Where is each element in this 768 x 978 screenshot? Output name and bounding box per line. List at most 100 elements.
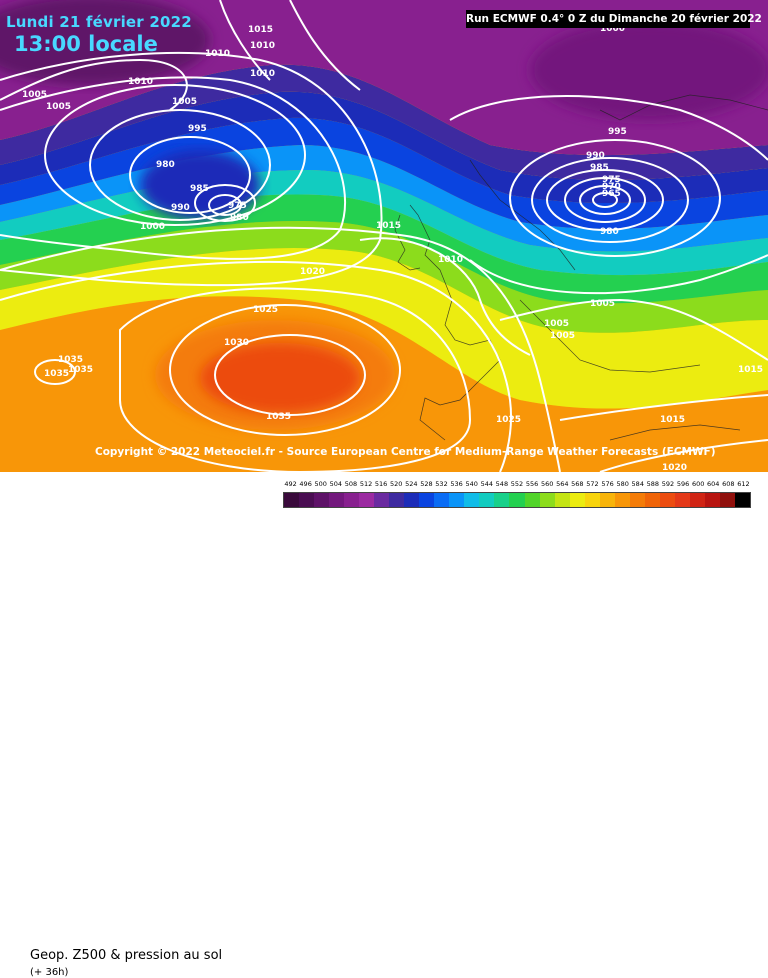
scale-tick-label: 556 — [525, 480, 539, 488]
isobar-label: 1000 — [600, 24, 625, 34]
model-run-label: Run ECMWF 0.4° 0 Z du Dimanche 20 févrie… — [466, 10, 762, 28]
isobar-atl-low-3 — [129, 136, 251, 214]
isobar-1015-east — [559, 394, 768, 421]
isobar-north-1010 — [219, 0, 271, 81]
isobar-label: 1010 — [128, 77, 153, 87]
scale-swatch — [299, 493, 315, 507]
scale-swatch — [644, 493, 660, 507]
isobar-label: 980 — [600, 227, 619, 237]
scale-tick-label: 560 — [540, 480, 554, 488]
scale-tick-label: 568 — [571, 480, 584, 488]
isobar-labels: 1015 1010 1010 1010 1010 1005 1005 1005 … — [22, 24, 763, 472]
scale-swatch — [464, 493, 480, 507]
scale-tick-label: 588 — [646, 480, 660, 488]
isobar-1010 — [359, 237, 531, 356]
scale-tick-label: 596 — [676, 480, 690, 488]
scale-tick-label: 572 — [586, 480, 599, 488]
scale-tick-label: 576 — [601, 480, 614, 488]
isobar-label: 980 — [230, 213, 249, 223]
warm-core-inner — [200, 343, 360, 413]
band-lightgreen — [0, 220, 768, 333]
isobar-label: 1005 — [172, 97, 197, 107]
isobar-label: 965 — [602, 189, 621, 199]
isobar-atl-low-4 — [89, 109, 271, 221]
scale-swatch — [569, 493, 585, 507]
isobar-label: 1010 — [250, 69, 275, 79]
isobar-label: 975 — [228, 201, 247, 211]
isobar-label: 1020 — [662, 463, 687, 472]
isobar-1020-east — [599, 439, 768, 472]
scale-tick-label: 600 — [691, 480, 705, 488]
scale-swatch — [284, 493, 300, 507]
scale-swatch — [419, 493, 435, 507]
band-yellow — [0, 248, 768, 409]
scale-swatch — [629, 493, 645, 507]
isobar-label: 970 — [602, 182, 621, 192]
forecast-local-time: 13:00 locale — [14, 32, 158, 56]
scale-swatch — [599, 493, 615, 507]
scale-tick-label: 548 — [495, 480, 509, 488]
scale-tick-label: 608 — [722, 480, 735, 488]
scale-swatch — [389, 493, 405, 507]
scale-tick-label: 564 — [556, 480, 569, 488]
isobar-1005 — [499, 298, 768, 361]
scale-swatch — [374, 493, 390, 507]
isobar-1020 — [0, 260, 512, 472]
isobar-label: 995 — [188, 124, 207, 134]
isobar-high-1035 — [214, 334, 366, 416]
scale-tick-label: 544 — [480, 480, 493, 488]
scale-swatch — [614, 493, 630, 507]
scale-swatch — [659, 493, 675, 507]
isobar-label: 1005 — [550, 331, 575, 341]
scale-swatch — [404, 493, 420, 507]
scale-tick-label: 532 — [435, 480, 448, 488]
isobar-atl-low-5 — [44, 84, 306, 226]
isobar-label: 980 — [156, 160, 175, 170]
isobar-label: 975 — [602, 175, 621, 185]
scale-tick-label: 500 — [314, 480, 327, 488]
scale-tick-label: 508 — [344, 480, 358, 488]
isobar-label: 1035 — [44, 369, 69, 379]
isobar-label: 1015 — [376, 221, 401, 231]
isobar-scan-low-4 — [546, 169, 664, 231]
isobar-atl-low-2 — [194, 184, 256, 222]
isobar-label: 1000 — [140, 222, 165, 232]
isobar-atl-low-7 — [0, 51, 383, 287]
isobar-north-1010b — [289, 0, 361, 91]
scale-swatch — [434, 493, 450, 507]
scale-swatch — [359, 493, 375, 507]
scale-swatch — [554, 493, 570, 507]
scale-tick-label: 524 — [405, 480, 418, 488]
lead-time: (+ 36h) — [30, 967, 69, 978]
isobar-label: 1035 — [266, 412, 291, 422]
scale-tick-label: 612 — [737, 480, 750, 488]
scale-swatch — [344, 493, 360, 507]
scale-swatch — [734, 493, 750, 507]
scale-tick-label: 580 — [616, 480, 629, 488]
isobar-label: 1015 — [738, 365, 763, 375]
band-darkblue — [0, 91, 768, 204]
isobar-label: 995 — [608, 127, 627, 137]
copyright-notice: Copyright © 2022 Meteociel.fr - Source E… — [95, 446, 716, 458]
isobar-label: 1015 — [660, 415, 685, 425]
isobar-high-1030 — [169, 304, 401, 436]
weather-map: 1015 1010 1010 1010 1010 1005 1005 1005 … — [0, 0, 768, 472]
scale-swatch — [539, 493, 555, 507]
coastlines — [394, 94, 768, 441]
scale-swatch — [704, 493, 720, 507]
scale-tick-label: 604 — [707, 480, 720, 488]
isobar-label: 1020 — [300, 267, 325, 277]
isobar-label: 1035 — [58, 355, 83, 365]
isobar-label: 1005 — [46, 102, 71, 112]
band-green — [0, 194, 768, 304]
scale-swatch — [494, 493, 510, 507]
isobar-label: 1005 — [544, 319, 569, 329]
isobar-label: 1025 — [253, 305, 278, 315]
scale-tick-label: 516 — [374, 480, 388, 488]
scale-swatch — [479, 493, 495, 507]
forecast-date: Lundi 21 février 2022 — [6, 13, 192, 31]
isobar-scan-low-5 — [531, 157, 689, 243]
isobar-label: 1035 — [68, 365, 93, 375]
band-indigo — [0, 64, 768, 181]
band-blue — [0, 117, 768, 229]
